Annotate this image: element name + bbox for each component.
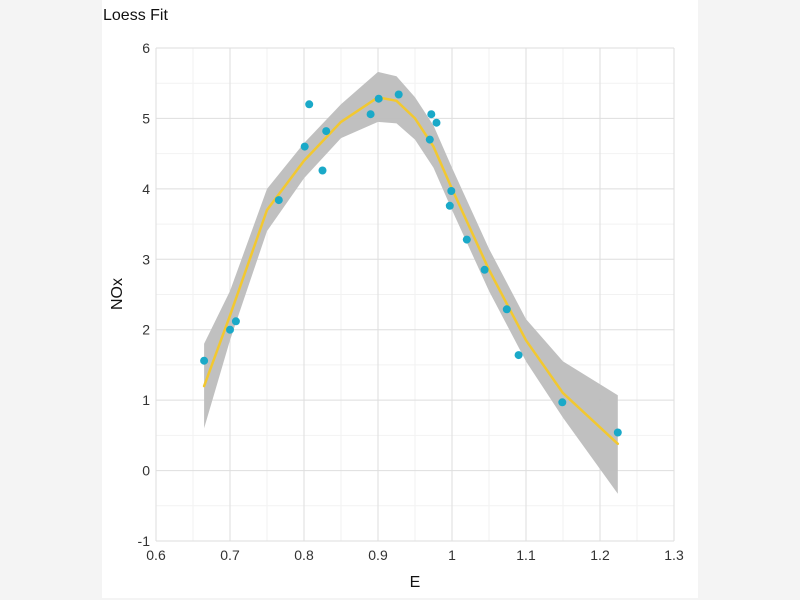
data-point (480, 265, 489, 274)
data-point (514, 351, 523, 360)
y-tick-labels: -1 0 1 2 3 4 5 6 (138, 40, 151, 549)
x-tick-label: 1.1 (516, 547, 536, 563)
x-axis-title: E (410, 574, 421, 591)
x-tick-label: 1 (448, 547, 456, 563)
data-point (558, 398, 567, 407)
chart-title: Loess Fit (103, 7, 168, 24)
data-points-layer (200, 90, 622, 437)
data-point (447, 187, 456, 195)
y-axis-title: NOx (109, 278, 126, 310)
data-point (462, 235, 471, 244)
x-tick-label: 0.8 (294, 547, 314, 563)
y-tick-label: 3 (142, 251, 150, 267)
data-point (200, 356, 209, 365)
data-point (300, 142, 309, 151)
y-tick-label: 4 (142, 181, 150, 197)
data-point (305, 100, 314, 109)
data-point (502, 305, 511, 314)
x-tick-label: 0.7 (220, 547, 240, 563)
y-tick-label: 1 (142, 392, 150, 408)
data-point (432, 118, 441, 127)
data-point (613, 428, 622, 437)
data-point (231, 317, 240, 326)
data-point (374, 94, 383, 103)
data-point (445, 201, 454, 210)
loess-fit-line (202, 96, 620, 446)
x-tick-label: 1.3 (664, 547, 684, 563)
data-point (274, 196, 283, 205)
y-tick-label: -1 (138, 533, 151, 549)
y-tick-label: 0 (142, 463, 150, 479)
data-point (425, 135, 434, 144)
data-point (366, 110, 375, 119)
y-tick-label: 2 (142, 322, 150, 338)
data-point (427, 110, 436, 119)
x-tick-label: 0.9 (368, 547, 388, 563)
confidence-band-layer (204, 71, 618, 494)
y-tick-label: 6 (142, 40, 150, 56)
confidence-band (204, 71, 618, 494)
data-point (394, 90, 403, 99)
data-point (318, 166, 327, 175)
data-point (322, 127, 331, 136)
x-tick-label: 1.2 (590, 547, 610, 563)
x-tick-labels: 0.6 0.7 0.8 0.9 1 1.1 1.2 1.3 (146, 547, 684, 563)
x-tick-label: 0.6 (146, 547, 166, 563)
fit-line-layer (202, 96, 620, 446)
y-tick-label: 5 (142, 110, 150, 126)
data-point (226, 325, 234, 334)
